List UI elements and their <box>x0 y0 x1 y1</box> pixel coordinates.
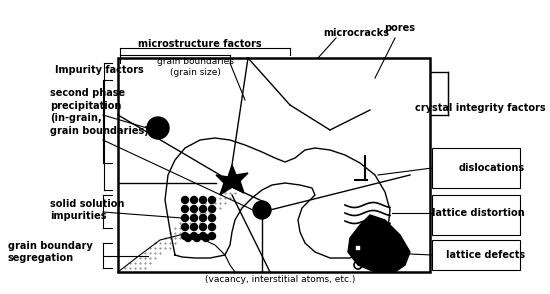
Circle shape <box>208 233 216 240</box>
Bar <box>432 240 520 270</box>
Text: grain boundaries
(grain size): grain boundaries (grain size) <box>157 57 233 77</box>
Bar <box>355 245 361 251</box>
Circle shape <box>194 235 201 241</box>
Circle shape <box>200 223 206 230</box>
Circle shape <box>182 223 189 230</box>
Text: Impurity factors: Impurity factors <box>55 65 144 75</box>
Text: grain boundary
segregation: grain boundary segregation <box>8 241 93 263</box>
Text: solid solution
impurities: solid solution impurities <box>50 199 124 221</box>
Circle shape <box>182 215 189 221</box>
Text: dislocations: dislocations <box>459 163 525 173</box>
Circle shape <box>202 235 210 241</box>
Circle shape <box>182 233 189 240</box>
Circle shape <box>182 196 189 203</box>
Text: lattice distortion: lattice distortion <box>432 208 525 218</box>
Circle shape <box>208 196 216 203</box>
Circle shape <box>190 215 197 221</box>
Bar <box>432 148 520 188</box>
Circle shape <box>208 223 216 230</box>
Circle shape <box>200 206 206 213</box>
Circle shape <box>208 215 216 221</box>
Circle shape <box>190 206 197 213</box>
Bar <box>118 58 430 272</box>
Circle shape <box>182 206 189 213</box>
Circle shape <box>190 233 197 240</box>
Circle shape <box>200 233 206 240</box>
Polygon shape <box>348 215 410 272</box>
Text: second phase
precipitation
(in-grain,
grain boundaries): second phase precipitation (in-grain, gr… <box>50 88 148 136</box>
Polygon shape <box>216 165 248 195</box>
Text: pores: pores <box>384 23 415 33</box>
Circle shape <box>147 117 169 139</box>
Text: lattice defects: lattice defects <box>446 250 525 260</box>
Text: microstructure factors: microstructure factors <box>138 39 262 49</box>
Circle shape <box>200 215 206 221</box>
Bar <box>432 195 520 235</box>
Text: (vacancy, interstitial atoms, etc.): (vacancy, interstitial atoms, etc.) <box>205 275 355 285</box>
Text: crystal integrity factors: crystal integrity factors <box>415 103 545 113</box>
Circle shape <box>253 201 271 219</box>
Text: microcracks: microcracks <box>323 28 389 38</box>
Circle shape <box>190 223 197 230</box>
Circle shape <box>200 196 206 203</box>
Circle shape <box>184 235 191 241</box>
Circle shape <box>208 206 216 213</box>
Circle shape <box>190 196 197 203</box>
